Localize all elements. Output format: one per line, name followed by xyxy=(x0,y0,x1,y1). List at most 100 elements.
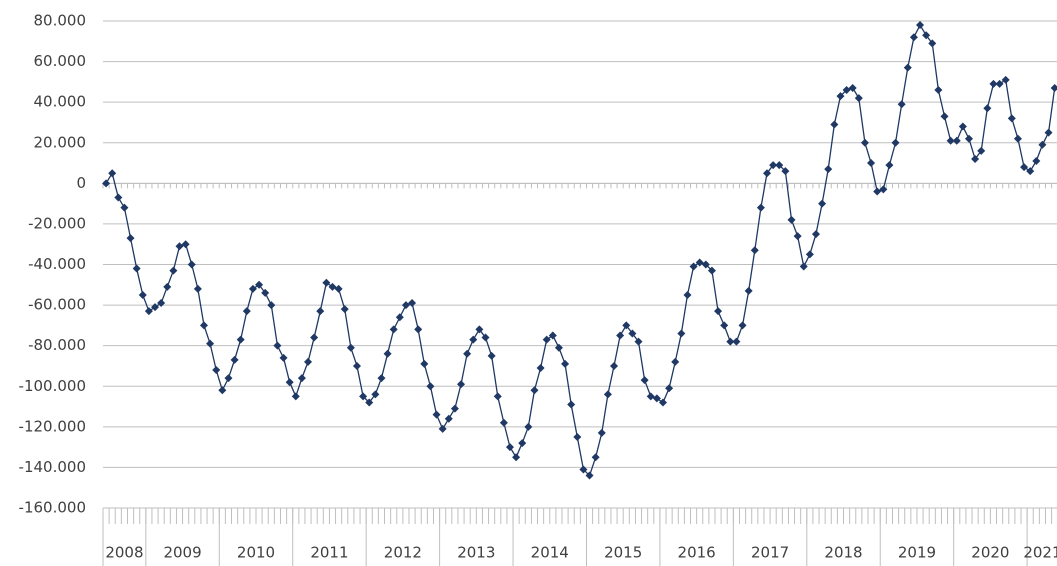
data-point xyxy=(548,331,557,340)
data-point xyxy=(897,100,906,109)
data-point xyxy=(505,443,514,452)
data-point xyxy=(401,301,410,310)
data-point xyxy=(628,329,637,338)
data-point xyxy=(652,394,661,403)
data-point xyxy=(640,376,649,385)
data-point xyxy=(769,161,778,170)
data-point xyxy=(487,351,496,360)
y-tick-label: -140.000 xyxy=(19,458,86,476)
x-tick-label: 2008 xyxy=(105,544,143,562)
data-point xyxy=(671,357,680,366)
data-point xyxy=(102,179,111,188)
data-point xyxy=(701,260,710,269)
data-point xyxy=(940,112,949,121)
data-point xyxy=(1001,75,1010,84)
data-point xyxy=(499,418,508,427)
data-point xyxy=(842,85,851,94)
data-point xyxy=(169,266,178,275)
y-tick-label: -60.000 xyxy=(28,296,86,314)
data-point xyxy=(218,386,227,395)
y-tick-label: 0 xyxy=(76,174,86,192)
data-point xyxy=(860,138,869,147)
data-point xyxy=(371,390,380,399)
data-point xyxy=(493,392,502,401)
data-point xyxy=(1050,83,1057,92)
data-point xyxy=(775,161,784,170)
data-point xyxy=(995,79,1004,88)
data-point xyxy=(707,266,716,275)
data-point xyxy=(420,359,429,368)
data-point xyxy=(120,203,129,212)
data-point xyxy=(224,374,233,383)
data-point xyxy=(126,234,135,243)
data-point xyxy=(573,432,582,441)
data-point xyxy=(818,199,827,208)
data-point xyxy=(151,303,160,312)
data-point xyxy=(952,136,961,145)
data-point xyxy=(695,258,704,267)
data-point xyxy=(365,398,374,407)
data-point xyxy=(438,424,447,433)
x-tick-label: 2015 xyxy=(604,544,642,562)
data-point xyxy=(518,439,527,448)
data-point xyxy=(1044,128,1053,137)
y-tick-label: -100.000 xyxy=(19,377,86,395)
data-point xyxy=(322,278,331,287)
x-tick-label: 2017 xyxy=(751,544,789,562)
y-tick-label: -120.000 xyxy=(19,417,86,435)
data-point xyxy=(677,329,686,338)
data-point xyxy=(261,288,270,297)
data-point xyxy=(414,325,423,334)
data-point xyxy=(971,154,980,163)
data-point xyxy=(340,305,349,314)
data-point xyxy=(726,337,735,346)
data-point xyxy=(334,284,343,293)
data-point xyxy=(1013,134,1022,143)
x-tick-label: 2009 xyxy=(163,544,201,562)
data-point xyxy=(469,335,478,344)
data-point xyxy=(463,349,472,358)
data-point xyxy=(1032,157,1041,166)
data-point xyxy=(530,386,539,395)
data-point xyxy=(958,122,967,131)
data-line xyxy=(105,23,1056,477)
data-point xyxy=(132,264,141,273)
data-point xyxy=(732,337,741,346)
data-point xyxy=(187,260,196,269)
data-point xyxy=(658,398,667,407)
x-tick-label: 2016 xyxy=(678,544,716,562)
data-point xyxy=(634,337,643,346)
data-point xyxy=(891,138,900,147)
data-point xyxy=(903,63,912,72)
data-point xyxy=(922,31,931,40)
data-point xyxy=(291,392,300,401)
data-point xyxy=(946,136,955,145)
data-point xyxy=(181,240,190,249)
data-point xyxy=(873,187,882,196)
data-point xyxy=(579,465,588,474)
data-point xyxy=(854,94,863,103)
data-point xyxy=(383,349,392,358)
data-point xyxy=(830,120,839,129)
data-point xyxy=(279,353,288,362)
data-point xyxy=(567,400,576,409)
data-point xyxy=(867,159,876,168)
data-point xyxy=(475,325,484,334)
data-point xyxy=(781,167,790,176)
data-point xyxy=(989,79,998,88)
data-point xyxy=(377,374,386,383)
data-point xyxy=(193,284,202,293)
data-point xyxy=(157,299,166,308)
data-point xyxy=(683,290,692,299)
data-point xyxy=(714,307,723,316)
data-point xyxy=(1007,114,1016,123)
x-tick-label: 2013 xyxy=(457,544,495,562)
data-point xyxy=(879,185,888,194)
data-point xyxy=(928,39,937,48)
data-point xyxy=(144,307,153,316)
data-point xyxy=(524,422,533,431)
x-tick-label: 2018 xyxy=(824,544,862,562)
data-point xyxy=(212,366,221,375)
data-point xyxy=(199,321,208,330)
